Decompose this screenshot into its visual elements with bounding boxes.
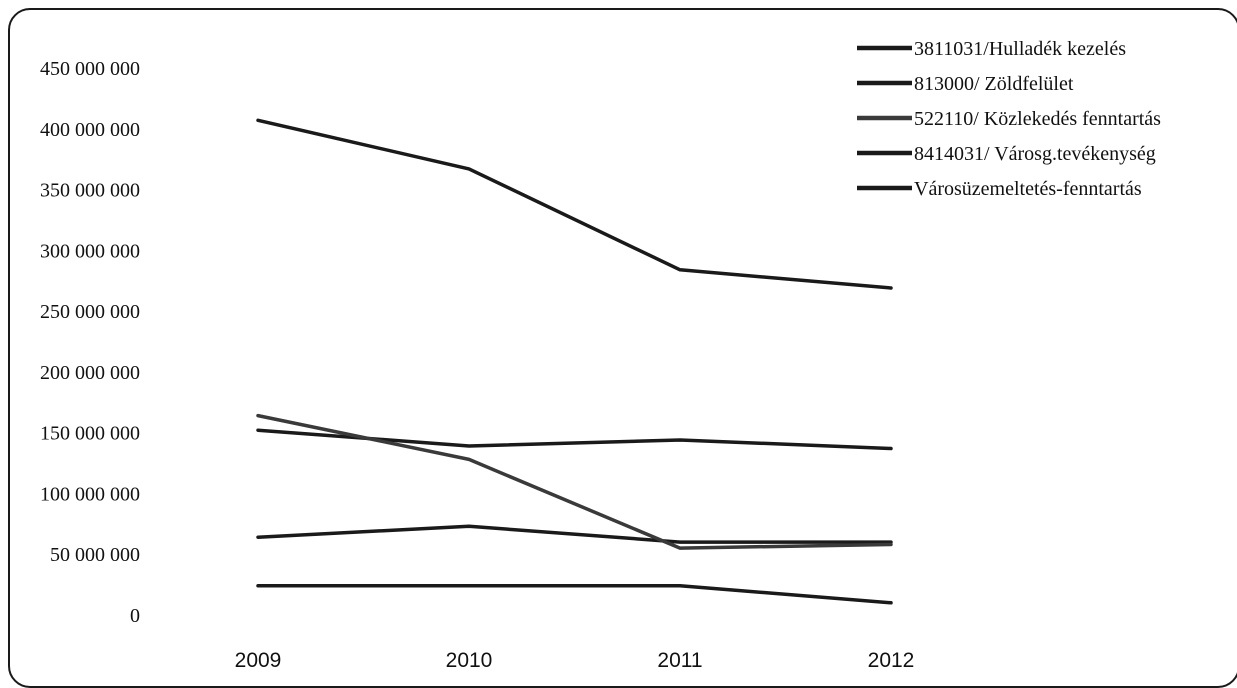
y-tick-label: 350 000 000 (40, 180, 140, 202)
y-axis: 0 50 000 000 100 000 000 150 000 000 200 000… (40, 58, 140, 627)
y-tick-label: 150 000 000 (40, 423, 140, 445)
y-tick-label: 100 000 000 (40, 483, 140, 505)
legend-label: 522110/ Közlekedés fenntartás (914, 108, 1161, 130)
series-line-2 (258, 526, 891, 542)
x-tick-label: 2010 (446, 649, 493, 672)
y-tick-label: 450 000 000 (40, 58, 140, 80)
series-layer (258, 120, 891, 603)
y-tick-label: 50 000 000 (50, 544, 140, 566)
x-tick-label: 2011 (657, 649, 702, 672)
series-line-4 (258, 586, 891, 603)
x-tick-label: 2012 (868, 649, 915, 672)
y-tick-label: 300 000 000 (40, 240, 140, 262)
series-line-3 (258, 416, 891, 548)
y-tick-label: 0 (130, 605, 140, 627)
legend-label: 8414031/ Városg.tevékenység (914, 143, 1156, 165)
y-tick-label: 250 000 000 (40, 301, 140, 323)
legend: 3811031/Hulladék kezelés 813000/ Zöldfelü… (857, 38, 1161, 200)
y-tick-label: 400 000 000 (40, 119, 140, 141)
series-line-5 (258, 120, 891, 288)
x-axis: 2009 2010 2011 2012 (235, 649, 915, 672)
legend-label: Városüzemeltetés-fenntartás (914, 178, 1142, 200)
legend-label: 813000/ Zöldfelület (914, 73, 1074, 95)
x-tick-label: 2009 (235, 649, 282, 672)
legend-label: 3811031/Hulladék kezelés (914, 38, 1126, 60)
y-tick-label: 200 000 000 (40, 362, 140, 384)
line-chart: 0 50 000 000 100 000 000 150 000 000 200 000… (0, 0, 1237, 674)
series-line-1 (258, 430, 891, 448)
